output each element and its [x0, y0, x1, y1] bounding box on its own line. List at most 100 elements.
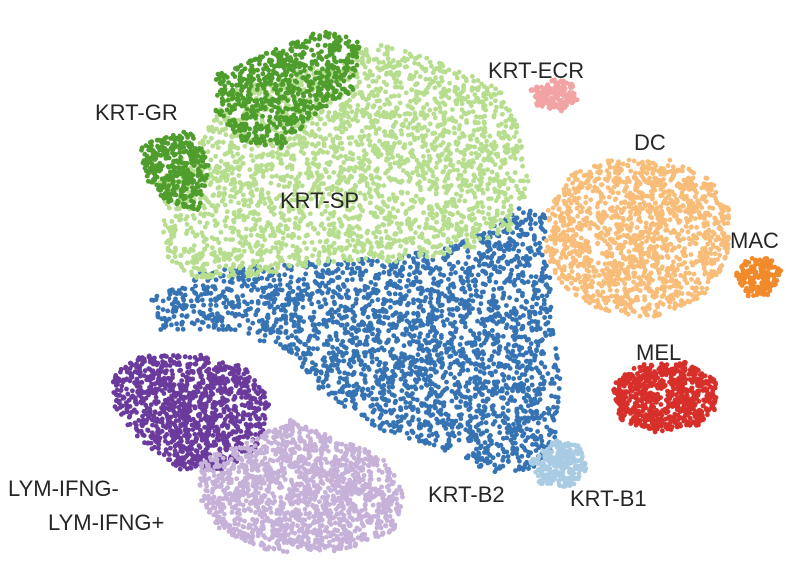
point-krt-sp — [385, 168, 391, 174]
point-krt-sp — [481, 168, 486, 174]
point-krt-b2 — [394, 423, 400, 429]
point-krt-b2 — [542, 364, 548, 370]
point-krt-sp — [347, 141, 353, 147]
point-krt-b2 — [446, 307, 452, 312]
point-krt-sp — [499, 223, 505, 229]
point-krt-b2 — [180, 326, 186, 332]
point-krt-b2 — [476, 407, 482, 413]
point-krt-b2 — [409, 334, 414, 339]
point-krt-b2 — [361, 413, 367, 418]
point-krt-sp — [220, 172, 226, 178]
point-krt-sp — [355, 249, 360, 255]
point-krt-sp — [236, 173, 242, 178]
point-krt-sp — [458, 193, 464, 199]
point-krt-sp — [464, 237, 470, 243]
point-krt-sp — [473, 221, 479, 227]
point-krt-b2 — [201, 302, 207, 308]
point-krt-sp — [400, 201, 405, 207]
point-krt-sp — [360, 58, 365, 64]
point-krt-sp — [444, 88, 449, 94]
point-krt-sp — [341, 174, 347, 180]
point-krt-sp — [440, 169, 446, 175]
point-krt-sp — [240, 192, 246, 198]
point-krt-b2 — [439, 313, 444, 319]
point-krt-b2 — [535, 248, 541, 253]
point-krt-b2 — [382, 361, 388, 367]
point-krt-b2 — [503, 325, 509, 331]
point-krt-b2 — [394, 322, 400, 328]
point-krt-sp — [446, 67, 452, 73]
point-krt-sp — [427, 81, 433, 87]
point-krt-b2 — [463, 269, 468, 275]
point-krt-b2 — [516, 248, 522, 254]
point-krt-sp — [217, 264, 222, 270]
point-krt-b2 — [422, 366, 428, 372]
point-krt-b2 — [444, 317, 450, 322]
point-krt-sp — [280, 236, 286, 241]
point-krt-sp — [489, 83, 494, 89]
point-krt-b2 — [384, 419, 390, 425]
point-krt-b2 — [338, 349, 344, 355]
point-krt-b2 — [438, 351, 444, 356]
point-krt-b2 — [388, 298, 393, 303]
point-krt-sp — [501, 204, 507, 210]
point-krt-b2 — [391, 420, 396, 425]
point-krt-sp — [336, 216, 342, 222]
point-krt-b2 — [433, 338, 439, 344]
point-krt-b2 — [524, 426, 530, 432]
point-krt-sp — [471, 178, 476, 184]
point-krt-sp — [486, 181, 492, 186]
point-krt-b2 — [335, 275, 340, 281]
point-krt-b2 — [480, 268, 485, 274]
point-krt-sp — [478, 162, 484, 168]
point-krt-b2 — [399, 388, 405, 394]
point-krt-sp — [234, 190, 240, 196]
point-krt-b2 — [337, 388, 343, 394]
point-krt-b2 — [298, 328, 303, 334]
point-krt-b2 — [283, 330, 289, 336]
point-krt-b2 — [452, 375, 457, 381]
point-krt-b2 — [547, 427, 553, 433]
point-krt-sp — [471, 239, 477, 244]
point-krt-b2 — [515, 288, 521, 294]
point-krt-b2 — [208, 290, 214, 296]
point-krt-b2 — [539, 270, 545, 276]
point-krt-b2 — [301, 352, 306, 357]
point-krt-b2 — [534, 411, 540, 417]
point-krt-b2 — [277, 287, 283, 292]
point-krt-b2 — [316, 299, 321, 305]
point-krt-b2 — [466, 254, 471, 260]
point-krt-b2 — [504, 425, 510, 431]
point-krt-sp — [208, 180, 214, 185]
point-krt-sp — [318, 174, 323, 179]
point-krt-b2 — [181, 297, 187, 303]
point-krt-b2 — [400, 331, 405, 337]
point-krt-sp — [262, 201, 268, 206]
point-krt-sp — [310, 253, 315, 258]
point-krt-sp — [458, 90, 464, 95]
point-krt-b2 — [473, 256, 479, 262]
point-krt-b2 — [520, 363, 525, 369]
point-krt-sp — [308, 221, 314, 226]
point-krt-sp — [229, 170, 235, 176]
point-krt-b2 — [406, 420, 411, 425]
point-krt-b2 — [457, 342, 463, 347]
point-krt-b2 — [393, 311, 399, 316]
point-krt-b2 — [199, 297, 205, 303]
point-krt-b2 — [301, 319, 306, 324]
point-krt-b2 — [505, 261, 511, 267]
point-krt-b2 — [520, 432, 526, 438]
point-krt-sp — [489, 169, 495, 175]
point-krt-sp — [422, 124, 427, 130]
point-krt-b2 — [376, 319, 381, 325]
point-krt-sp — [425, 163, 430, 169]
point-krt-sp — [223, 236, 229, 242]
point-krt-b2 — [411, 300, 416, 306]
point-krt-b2 — [472, 386, 478, 391]
point-krt-b2 — [456, 431, 462, 436]
point-krt-b2 — [387, 422, 393, 428]
point-krt-sp — [471, 172, 477, 178]
point-krt-b2 — [365, 295, 370, 301]
point-krt-sp — [265, 220, 271, 225]
point-krt-b2 — [413, 269, 419, 274]
